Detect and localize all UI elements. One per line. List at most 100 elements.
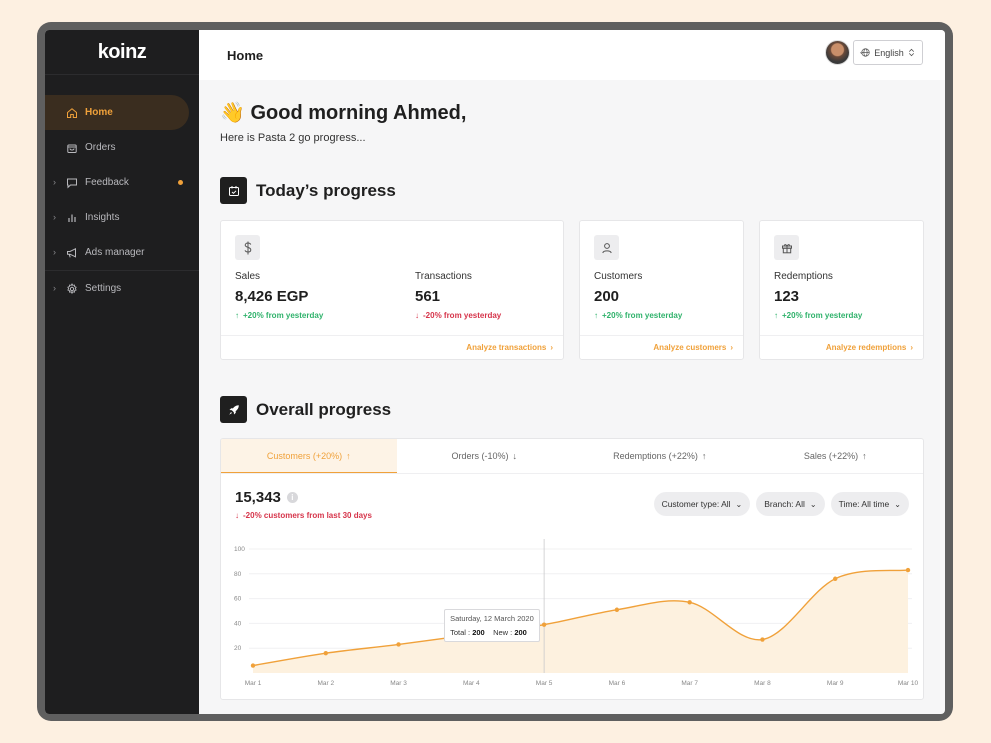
- y-tick-label: 40: [234, 620, 242, 627]
- chevron-right-icon: ›: [550, 343, 553, 352]
- analyze-customers-link[interactable]: Analyze customers ›: [580, 335, 743, 359]
- tab-sales[interactable]: Sales (+22%) ↑: [803, 451, 867, 461]
- progress-tabs: Customers (+20%) ↑ Orders (-10%) ↓ Redemptio…: [221, 439, 923, 474]
- metric-change: ↑ +20% from yesterday: [594, 311, 683, 320]
- y-tick-label: 80: [234, 571, 242, 578]
- metric-label: Redemptions: [774, 271, 833, 282]
- customers-metric: Customers 200 ↑ +20% from yesterday: [594, 271, 682, 320]
- metric-change: ↑ +20% from yesterday: [774, 311, 863, 320]
- sales-metric: Sales 8,426 EGP ↑ +20% from yesterday: [235, 271, 323, 320]
- metric-change: ↓ -20% from yesterday: [415, 311, 502, 320]
- main-content: 👋 Good morning Ahmed, Here is Pasta 2 go…: [199, 80, 945, 714]
- metric-label: Transactions: [415, 271, 472, 282]
- metric-value: 8,426 EGP: [235, 288, 309, 305]
- series-area: [253, 570, 908, 673]
- globe-icon: [861, 48, 870, 57]
- redemptions-card: Redemptions 123 ↑ +20% from yesterday Ana…: [759, 220, 924, 360]
- x-tick-label: Mar 1: [245, 680, 262, 687]
- arrow-up-icon: ↑: [235, 311, 239, 320]
- arrow-up-icon: ↑: [774, 311, 778, 320]
- x-tick-label: Mar 6: [609, 680, 626, 687]
- tab-customers[interactable]: Customers (+20%) ↑: [221, 439, 397, 473]
- filter-dropdown[interactable]: Time: All time ⌄: [830, 492, 909, 516]
- info-icon[interactable]: i: [286, 492, 298, 503]
- greeting-subtitle: Here is Pasta 2 go progress...: [220, 132, 366, 144]
- overall-total: 15,343 i: [235, 489, 298, 506]
- chevron-right-icon: ›: [53, 247, 56, 257]
- calendar-check-icon: [220, 177, 247, 204]
- x-tick-label: Mar 4: [463, 680, 480, 687]
- greeting-heading: 👋 Good morning Ahmed,: [220, 100, 466, 125]
- sidebar-item-label: Feedback: [85, 177, 129, 188]
- analyze-transactions-link[interactable]: Analyze transactions ›: [221, 335, 563, 359]
- sidebar-item-feedback[interactable]: › Feedback: [45, 165, 199, 200]
- chevron-right-icon: ›: [910, 343, 913, 352]
- greeting-text: Good morning Ahmed,: [250, 102, 467, 124]
- device-frame: koinz Home Orders › Feedback › Insights › Ads m…: [37, 22, 953, 721]
- overall-change: ↓ -20% customers from last 30 days: [235, 511, 372, 520]
- sidebar-item-home[interactable]: Home: [45, 95, 189, 130]
- metric-value: 123: [774, 288, 800, 305]
- series-line: [252, 569, 909, 667]
- sidebar-item-insights[interactable]: › Insights: [45, 200, 199, 235]
- redemptions-metric: Redemptions 123 ↑ +20% from yesterday: [774, 271, 862, 320]
- todays-progress-title: Today’s progress: [220, 177, 396, 204]
- sidebar-item-label: Settings: [85, 283, 122, 294]
- chevron-down-icon[interactable]: ⌄: [858, 47, 865, 56]
- app-screen: koinz Home Orders › Feedback › Insights › Ads m…: [45, 30, 945, 714]
- rocket-icon: [220, 396, 247, 423]
- chevron-right-icon: ›: [53, 212, 56, 222]
- x-tick-label: Mar 3: [390, 680, 407, 687]
- customers-line-chart: 20 40 60 80 100 Mar 1 Mar 2 Mar 3 Mar 4 Mar 5 Mar …: [234, 539, 918, 687]
- data-point: [687, 600, 692, 605]
- data-point: [250, 663, 256, 668]
- sidebar-item-settings[interactable]: › Settings: [45, 271, 199, 306]
- wave-emoji: 👋: [220, 102, 245, 124]
- avatar[interactable]: [825, 40, 850, 65]
- sidebar-item-orders[interactable]: Orders: [45, 130, 199, 165]
- chevron-down-icon: ⌄: [809, 499, 817, 509]
- y-tick-label: 60: [234, 596, 242, 603]
- nav-divider: [45, 270, 199, 271]
- sidebar-item-label: Orders: [85, 142, 116, 153]
- data-point: [396, 642, 401, 647]
- language-select[interactable]: English: [853, 40, 923, 65]
- data-point: [905, 567, 911, 573]
- total-value: 15,343: [235, 489, 281, 506]
- language-label: English: [874, 47, 904, 58]
- tab-orders[interactable]: Orders (-10%) ↓: [451, 451, 517, 461]
- metric-change: ↑ +20% from yesterday: [235, 311, 324, 320]
- metric-label: Customers: [594, 271, 643, 282]
- metric-label: Sales: [235, 271, 261, 282]
- megaphone-icon: [65, 246, 79, 260]
- transactions-metric: Transactions 561 ↓ -20% from yesterday: [415, 271, 501, 320]
- tooltip-date: Saturday, 12 March 2020: [450, 613, 534, 623]
- chevron-down-icon: ⌄: [894, 499, 901, 509]
- x-tick-label: Mar 2: [317, 680, 334, 687]
- logo: koinz: [45, 30, 199, 75]
- chart-filters: Customer type: All ⌄ Branch: All ⌄ Time: All…: [653, 492, 909, 516]
- filter-dropdown[interactable]: Branch: All ⌄: [756, 492, 825, 516]
- arrow-down-icon: ↓: [235, 511, 239, 520]
- gear-icon: [65, 282, 79, 296]
- overall-progress-card: Customers (+20%) ↑ Orders (-10%) ↓ Redemptio…: [220, 438, 924, 700]
- y-tick-label: 20: [234, 645, 242, 652]
- analyze-redemptions-link[interactable]: Analyze redemptions ›: [760, 335, 923, 359]
- metric-value: 561: [415, 288, 441, 305]
- data-point: [760, 637, 765, 642]
- filter-dropdown[interactable]: Customer type: All ⌄: [653, 492, 751, 516]
- sidebar-item-label: Home: [85, 107, 113, 118]
- chevron-down-icon: ⌄: [735, 499, 743, 509]
- x-tick-label: Mar 9: [827, 680, 844, 687]
- dollar-icon: [235, 235, 260, 260]
- data-point: [541, 622, 547, 627]
- chevron-right-icon: ›: [53, 177, 56, 187]
- sidebar-item-label: Ads manager: [85, 247, 145, 258]
- arrow-down-icon: ↓: [415, 311, 419, 320]
- tab-redemptions[interactable]: Redemptions (+22%) ↑: [613, 451, 707, 461]
- x-tick-label: Mar 5: [536, 680, 553, 687]
- notification-dot: [178, 180, 183, 185]
- sales-transactions-card: Sales 8,426 EGP ↑ +20% from yesterday Tra…: [220, 220, 564, 360]
- sidebar-item-ads-manager[interactable]: › Ads manager: [45, 235, 199, 270]
- section-title-text: Overall progress: [256, 399, 392, 419]
